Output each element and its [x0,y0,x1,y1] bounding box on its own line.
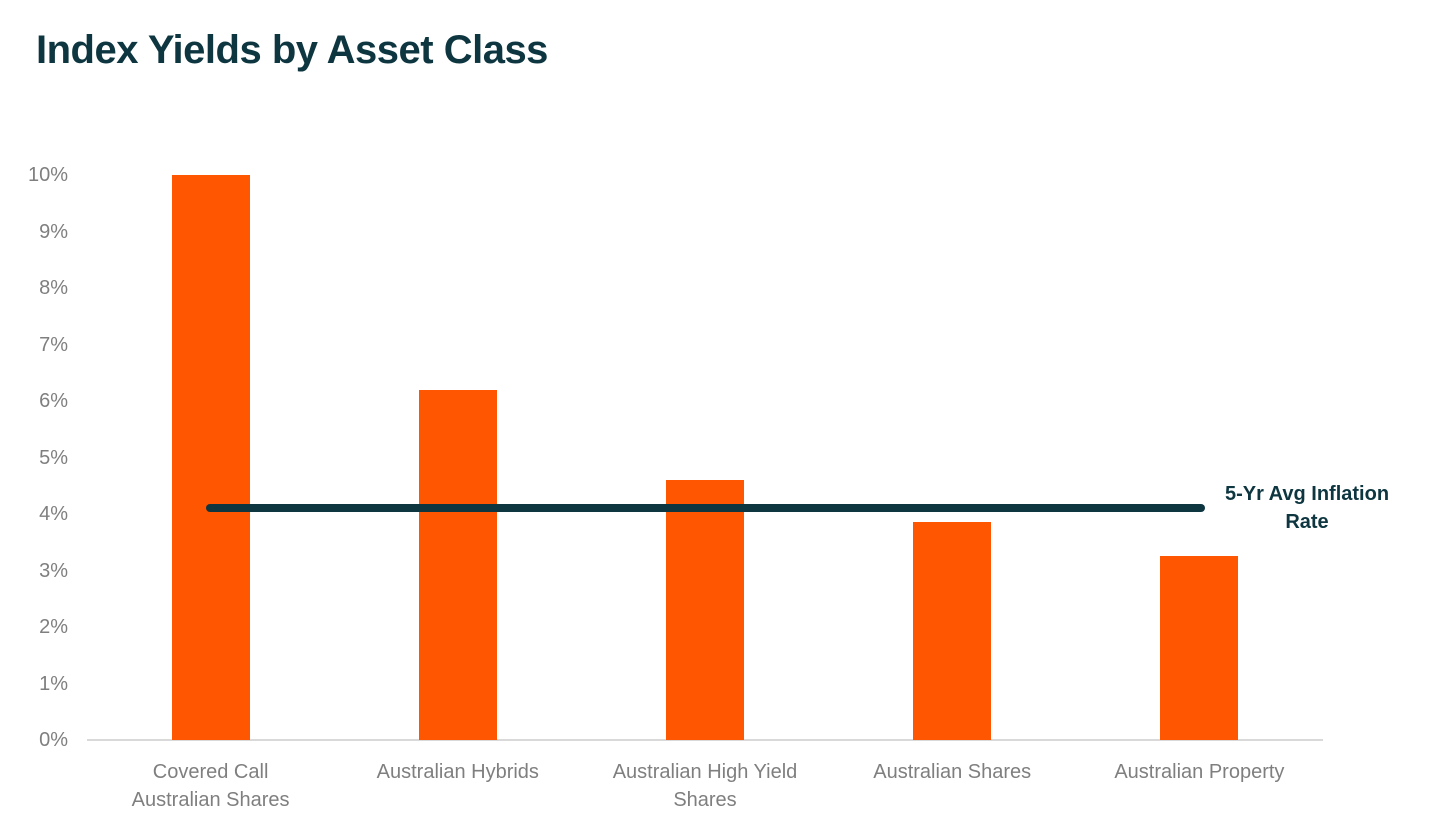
reference-line [206,504,1205,513]
x-axis-category-label: Australian Hybrids [376,761,539,783]
y-axis-tick-label: 9% [39,220,68,243]
x-axis-category-label: Covered Call Australian Shares [131,761,290,811]
bar [913,522,992,740]
bar [418,389,497,740]
x-axis-category-label: Australian High Yield Shares [612,761,798,811]
x-axis-category-label: Australian Shares [873,761,1032,783]
y-axis-tick-label: 0% [39,729,68,751]
y-axis-tick-label: 1% [39,672,68,695]
reference-line-label: 5-Yr Avg Inflation Rate [1224,483,1390,534]
y-axis-tick-label: 3% [39,559,68,582]
bar [666,480,744,740]
chart-title: Index Yields by Asset Class [36,28,548,72]
x-axis-category-label: Australian Property [1114,761,1285,783]
bar [1160,556,1239,740]
y-axis-tick-label: 4% [39,503,68,525]
x-axis-line [87,739,1323,741]
y-axis-tick-label: 6% [39,390,68,412]
y-axis-tick-label: 10% [27,164,68,186]
y-axis-tick-label: 7% [39,333,68,356]
y-axis-tick-label: 5% [39,446,68,469]
y-axis-tick-label: 8% [39,277,68,299]
y-axis-tick-label: 2% [39,616,68,638]
bar [171,175,250,740]
